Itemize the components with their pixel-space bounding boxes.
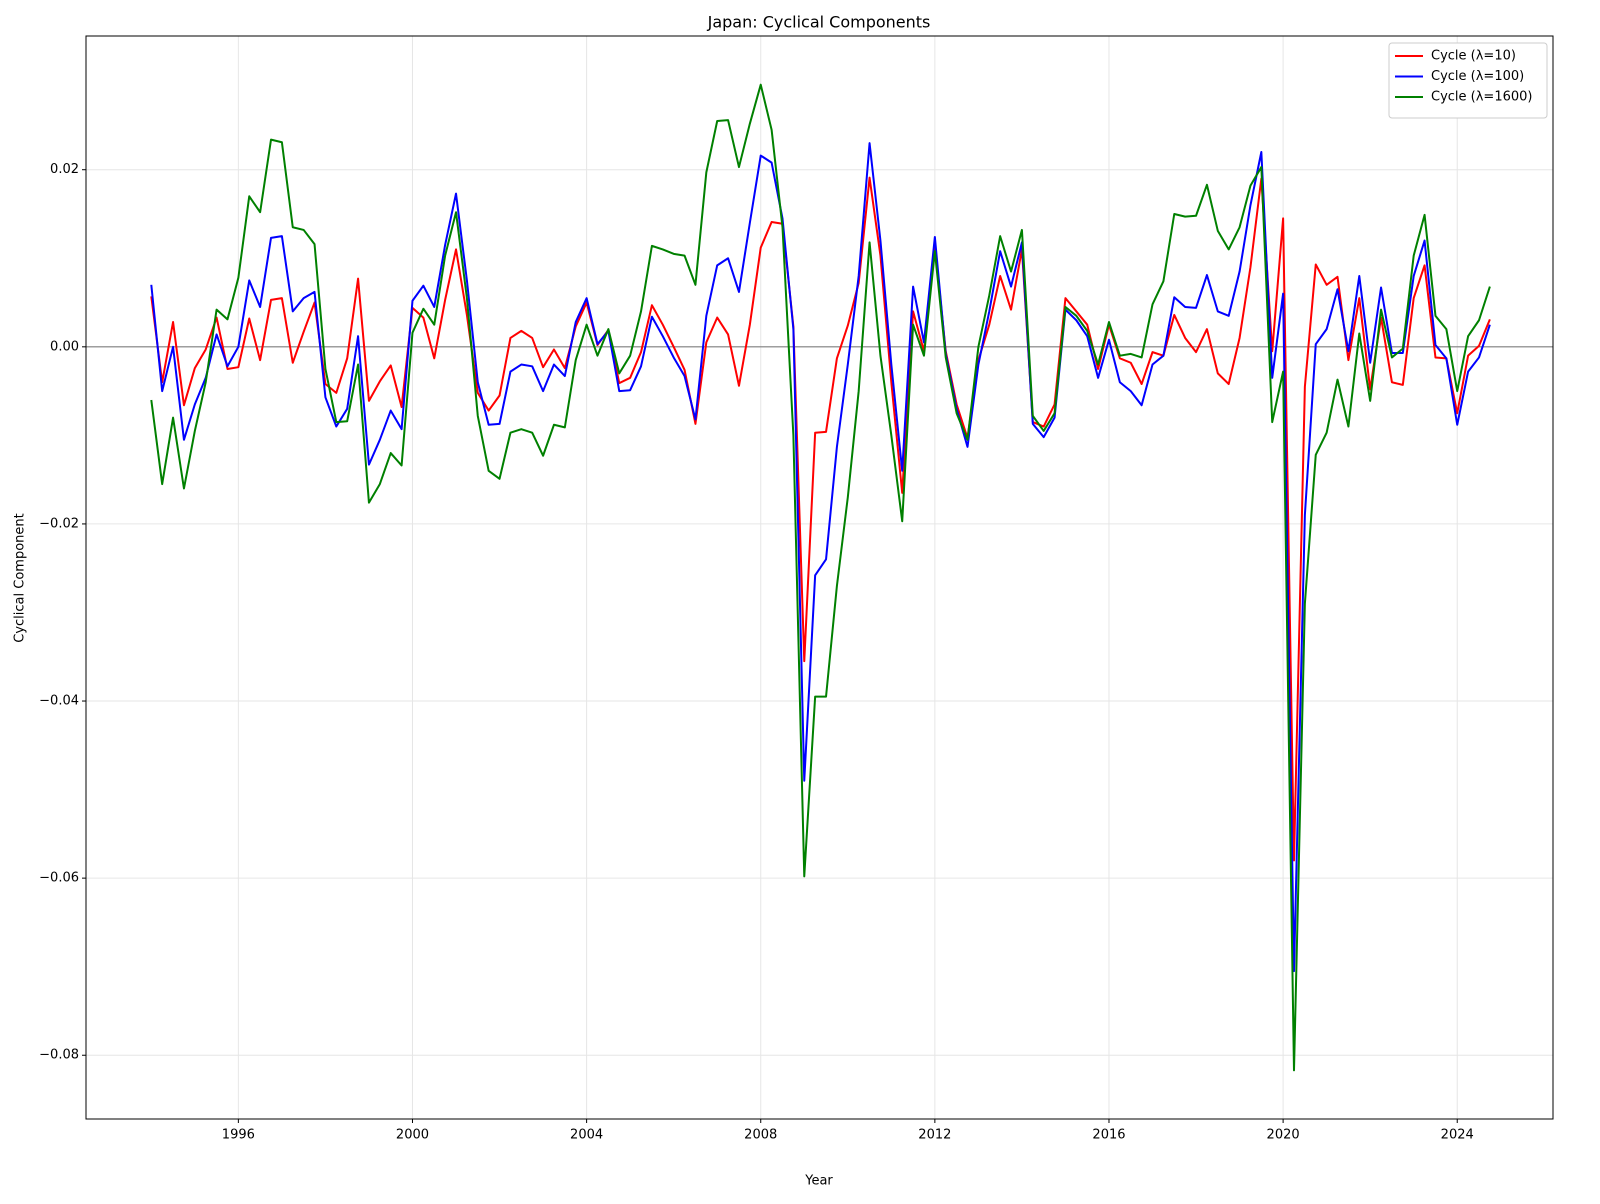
x-tick-label: 2016: [1092, 1128, 1125, 1143]
y-tick-label: 0.00: [50, 339, 79, 354]
y-tick-label: −0.06: [39, 871, 79, 886]
legend: Cycle (λ=10) Cycle (λ=100) Cycle (λ=1600): [1388, 42, 1548, 119]
legend-box: [1388, 42, 1548, 119]
x-tick-label: 2012: [918, 1128, 951, 1143]
chart-title: Japan: Cyclical Components: [707, 13, 931, 32]
y-axis-label: Cyclical Component: [13, 513, 28, 642]
plot-frame: [85, 35, 1554, 1120]
x-tick-label: 2004: [570, 1128, 603, 1143]
legend-label: Cycle (λ=100): [1431, 69, 1524, 84]
x-tick-label: 2008: [744, 1128, 777, 1143]
legend-label: Cycle (λ=10): [1431, 49, 1516, 64]
x-tick-label: 1996: [222, 1128, 255, 1143]
y-tick-label: −0.04: [39, 694, 79, 709]
x-tick-label: 2024: [1441, 1128, 1474, 1143]
y-tick-label: −0.02: [39, 516, 79, 531]
x-tick-label: 2000: [396, 1128, 429, 1143]
x-tick-label: 2020: [1267, 1128, 1300, 1143]
y-tick-label: −0.08: [39, 1048, 79, 1063]
x-axis-label: Year: [804, 1174, 833, 1189]
legend-label: Cycle (λ=1600): [1431, 90, 1532, 105]
y-tick-label: 0.02: [50, 162, 79, 177]
series-line: [150, 142, 1491, 973]
series-line: [150, 83, 1491, 1072]
